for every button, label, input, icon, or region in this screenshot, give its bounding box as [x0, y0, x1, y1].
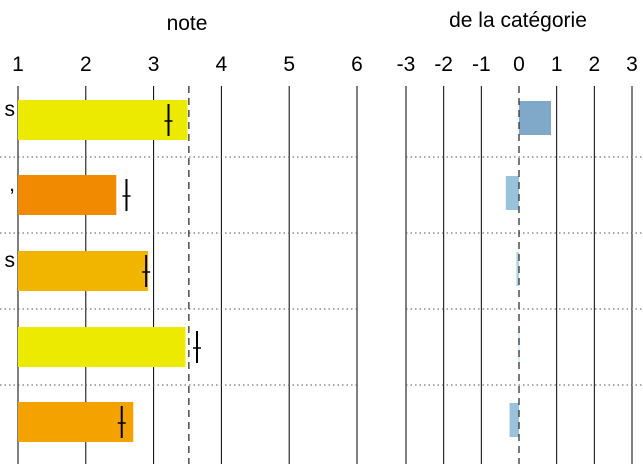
category-bar: [509, 403, 519, 437]
category-tick-label: 0: [513, 53, 525, 76]
note-bar: [18, 175, 117, 215]
category-title-line2: de la catégorie: [449, 9, 587, 32]
row-label-fragment: ,: [9, 173, 15, 196]
note-bar: [18, 402, 134, 442]
category-bar: [516, 252, 519, 286]
note-bar: [18, 327, 186, 367]
category-tick-label: -2: [434, 53, 453, 76]
category-tick-label: -1: [472, 53, 491, 76]
note-panel: note 1 2 3 4 5 6 s, s: [0, 12, 363, 464]
category-tick-label: 2: [588, 53, 600, 76]
category-bar: [518, 328, 520, 362]
category-tick-label: -3: [397, 53, 416, 76]
category-tick-label: 1: [551, 53, 563, 76]
note-tick-label: 4: [216, 53, 228, 76]
note-tick-label: 6: [351, 53, 363, 76]
row-label-fragment: s: [5, 98, 16, 121]
note-title: note: [167, 12, 208, 35]
category-tick-label: 3: [626, 53, 638, 76]
note-bar: [18, 251, 149, 291]
note-tick-label: 1: [12, 53, 24, 76]
category-bar: [519, 101, 552, 135]
row-label-fragment: s: [5, 249, 16, 272]
note-tick-label: 5: [283, 53, 295, 76]
category-bar: [505, 176, 519, 210]
category-panel: de la catégorie -3 -2 -1 0 1 2 3: [397, 9, 643, 464]
note-bar: [18, 100, 188, 140]
note-tick-label: 2: [80, 53, 92, 76]
note-tick-label: 3: [148, 53, 160, 76]
